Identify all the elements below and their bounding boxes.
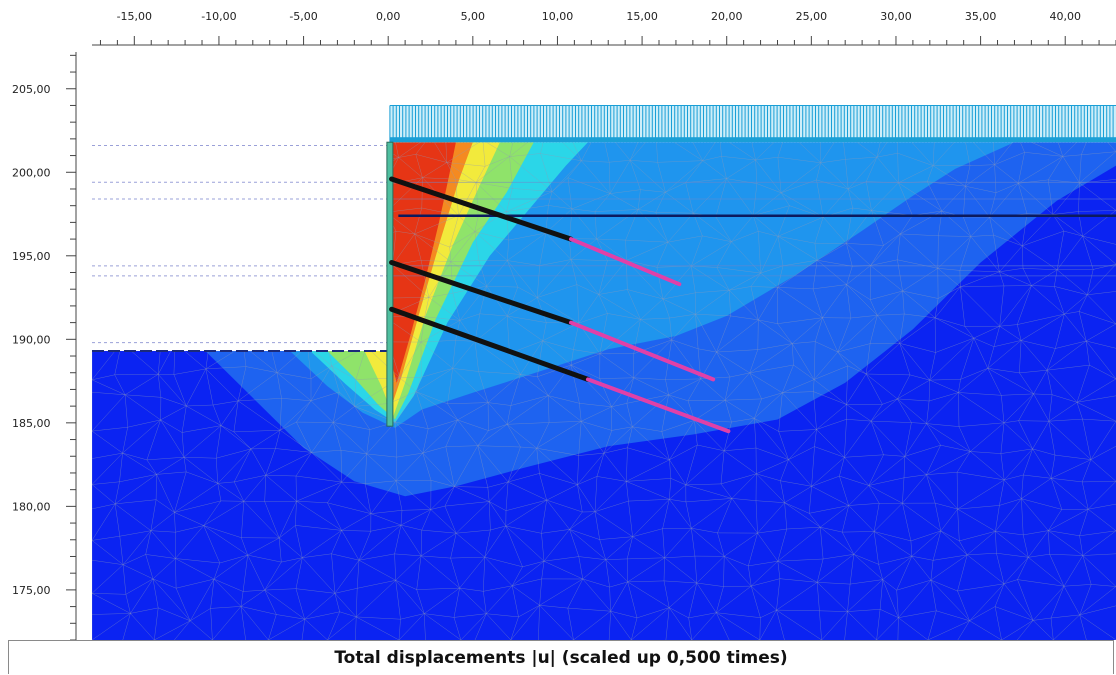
water-level-lines [92,145,390,344]
x-tick-label-2: -5,00 [289,10,317,23]
x-tick-label-7: 20,00 [711,10,743,23]
plot-caption-bar: Total displacements |u| (scaled up 0,500… [8,640,1114,674]
ground-anchor-3[interactable] [389,306,731,434]
vertical-ruler: 205,00 200,00 195,00 190,00 185,00 180,00 175,… [12,52,77,640]
x-tick-label-10: 35,00 [965,10,997,23]
y-tick-label-4: 185,00 [12,417,51,430]
y-tick-label-6: 175,00 [12,584,51,597]
anchor-free-length-1 [389,176,574,242]
anchor-grout-body-1 [568,237,682,287]
y-tick-label-1: 200,00 [12,166,51,179]
soil-layer-lines [389,181,1116,277]
surcharge-load [389,104,1116,143]
anchor-free-length-3 [389,306,591,382]
ground-anchor-2[interactable] [389,259,716,382]
x-tick-label-9: 30,00 [880,10,912,23]
x-tick-label-4: 5,00 [461,10,486,23]
x-tick-label-6: 15,00 [626,10,658,23]
x-tick-label-5: 10,00 [542,10,574,23]
y-tick-label-0: 205,00 [12,83,51,96]
x-tick-label-8: 25,00 [796,10,828,23]
horizontal-ruler: -15,00 -10,00 -5,00 0,00 5,00 10,00 15,00 20,00… [92,10,1116,46]
displacement-contour-plot[interactable] [92,52,1116,640]
plot-caption: Total displacements |u| (scaled up 0,500… [334,647,788,668]
anchor-free-length-2 [389,259,574,326]
y-tick-label-3: 190,00 [12,333,51,346]
x-tick-label-3: 0,00 [376,10,401,23]
soil-contours [92,142,1116,640]
x-tick-label-1: -10,00 [201,10,236,23]
anchor-grout-body-2 [568,320,716,382]
x-tick-label-0: -15,00 [117,10,152,23]
retaining-wall[interactable] [386,141,394,427]
y-tick-label-2: 195,00 [12,250,51,263]
x-tick-label-11: 40,00 [1049,10,1081,23]
y-tick-label-5: 180,00 [12,500,51,513]
anchor-grout-body-3 [585,377,731,434]
contour-band-red [389,142,456,383]
ground-anchor-1[interactable] [389,176,682,287]
fe-mesh [92,142,1116,640]
